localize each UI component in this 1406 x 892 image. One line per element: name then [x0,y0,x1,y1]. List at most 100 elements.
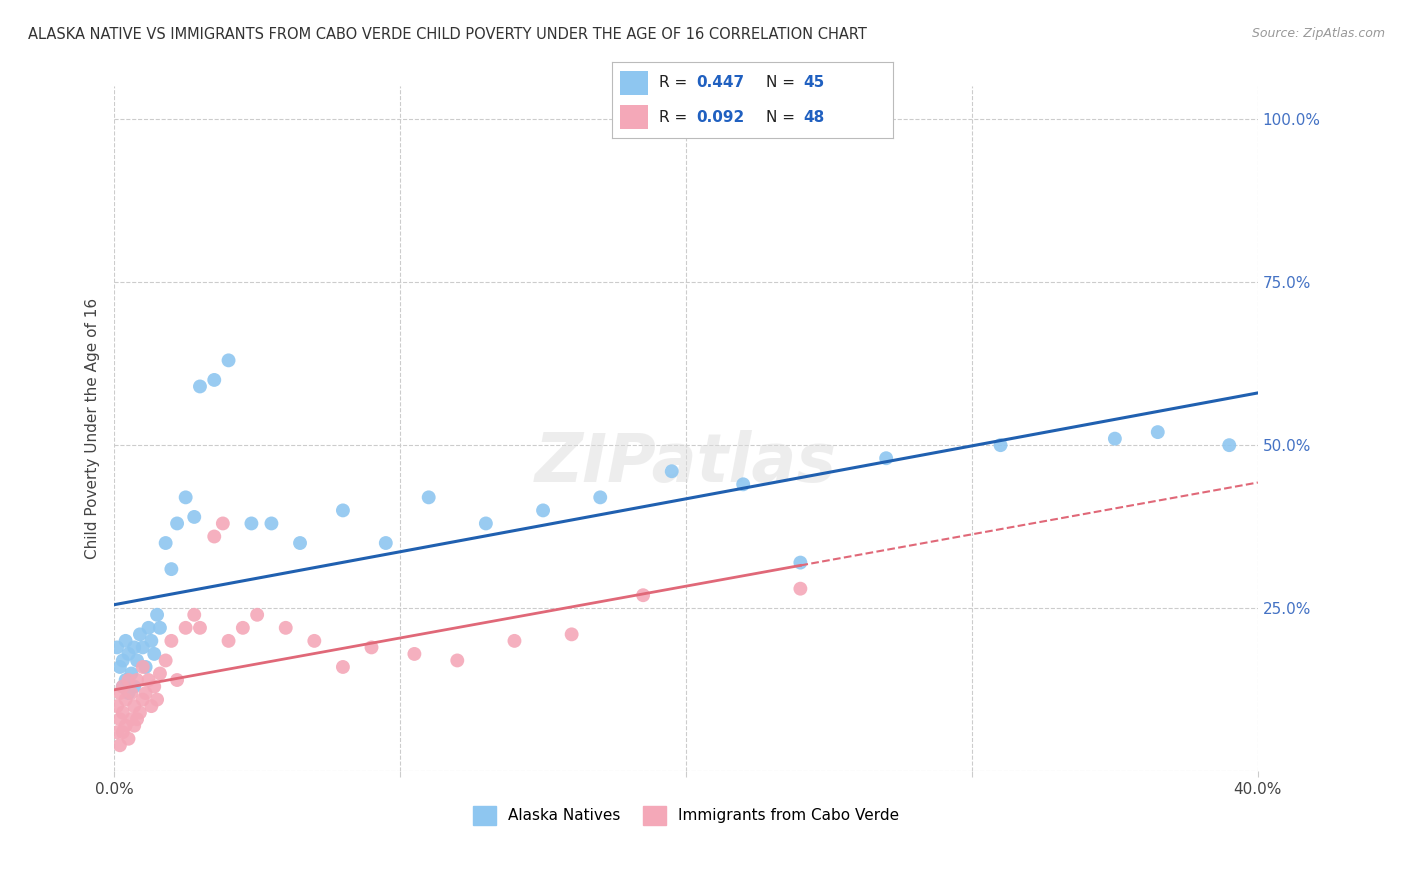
Point [304,633,326,648]
Point [111,725,134,739]
Point [789,582,811,596]
Point [503,633,526,648]
Point [143,647,166,661]
Point [183,607,205,622]
Point [446,653,468,667]
Point [531,503,554,517]
Point [1146,425,1168,439]
Point [232,621,254,635]
Point [202,373,225,387]
Text: R =: R = [659,110,693,125]
Text: N =: N = [766,76,800,90]
Point [174,491,197,505]
Point [114,719,136,733]
Point [1218,438,1240,452]
Legend: Alaska Natives, Immigrants from Cabo Verde: Alaska Natives, Immigrants from Cabo Ver… [465,798,907,832]
Point [733,477,755,491]
Point [160,633,183,648]
Text: Source: ZipAtlas.com: Source: ZipAtlas.com [1251,27,1385,40]
Point [105,699,128,714]
Text: 48: 48 [803,110,824,125]
Text: R =: R = [659,76,693,90]
Point [631,588,654,602]
Point [141,699,163,714]
Bar [620,105,648,129]
Point [135,686,157,700]
Point [117,731,139,746]
Point [111,653,134,667]
Point [122,680,145,694]
Point [122,719,145,733]
Point [990,438,1012,452]
Point [105,725,128,739]
Point [166,673,188,687]
Point [240,516,263,531]
Point [475,516,498,531]
Point [129,627,152,641]
Point [166,516,188,531]
Point [138,673,160,687]
Point [125,712,148,726]
Point [374,536,396,550]
Point [129,706,152,720]
Text: ZIPatlas: ZIPatlas [536,430,837,496]
Point [117,673,139,687]
Point [661,464,683,478]
Point [108,660,131,674]
Point [188,621,211,635]
Point [138,621,160,635]
Point [108,738,131,752]
Point [332,503,354,517]
Point [114,673,136,687]
Point [108,686,131,700]
Point [589,491,612,505]
Point [108,712,131,726]
Point [117,686,139,700]
Point [111,706,134,720]
Point [125,673,148,687]
Point [149,621,172,635]
Text: 0.092: 0.092 [696,110,744,125]
Point [122,640,145,655]
Point [120,686,142,700]
Point [218,633,240,648]
Point [132,692,155,706]
Point [132,660,155,674]
Point [114,692,136,706]
Point [875,451,897,466]
Point [111,680,134,694]
Point [117,647,139,661]
Text: ALASKA NATIVE VS IMMIGRANTS FROM CABO VERDE CHILD POVERTY UNDER THE AGE OF 16 CO: ALASKA NATIVE VS IMMIGRANTS FROM CABO VE… [28,27,868,42]
Point [174,621,197,635]
Point [360,640,382,655]
Point [120,666,142,681]
Point [211,516,233,531]
Point [246,607,269,622]
Point [260,516,283,531]
Point [146,607,169,622]
Point [146,692,169,706]
Point [789,556,811,570]
Point [274,621,297,635]
Text: 45: 45 [803,76,824,90]
Point [143,680,166,694]
Point [120,712,142,726]
Y-axis label: Child Poverty Under the Age of 16: Child Poverty Under the Age of 16 [86,298,100,559]
Point [183,510,205,524]
Point [332,660,354,674]
Point [125,653,148,667]
Point [188,379,211,393]
Text: N =: N = [766,110,800,125]
Point [105,640,128,655]
Point [141,633,163,648]
Point [114,633,136,648]
Point [418,491,440,505]
Point [122,699,145,714]
Point [218,353,240,368]
Point [561,627,583,641]
Point [1104,432,1126,446]
Point [160,562,183,576]
Point [155,653,177,667]
Point [404,647,426,661]
Bar [620,70,648,95]
